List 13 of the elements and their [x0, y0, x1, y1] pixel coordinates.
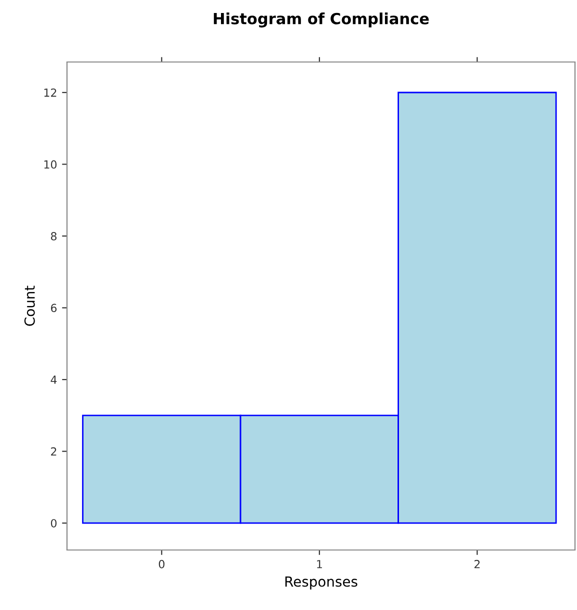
y-tick-label: 12 — [44, 88, 56, 97]
y-tick-label: 6 — [50, 304, 57, 312]
y-tick-label: 2 — [51, 447, 56, 456]
x-tick-label: 2 — [474, 560, 480, 568]
y-axis-title: Count — [24, 286, 35, 326]
y-tick-label: 8 — [50, 232, 57, 240]
y-tick-label: 0 — [50, 519, 57, 528]
y-tick-label: 4 — [50, 376, 57, 384]
y-tick-label: 10 — [44, 160, 57, 169]
chart-title: Histogram of Compliance — [214, 12, 429, 28]
x-tick-label: 0 — [158, 560, 164, 568]
x-axis-title: Responses — [285, 576, 358, 590]
x-tick-label: 1 — [317, 560, 322, 568]
